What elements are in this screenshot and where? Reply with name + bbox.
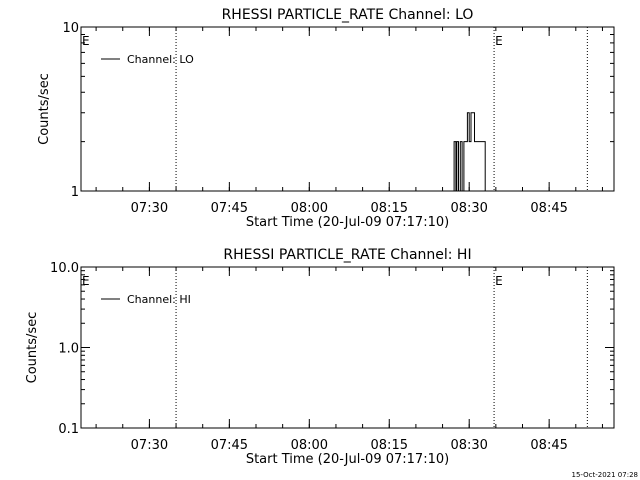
x-tick-label: 08:30 xyxy=(450,438,487,453)
x-tick-label: 07:30 xyxy=(131,438,168,453)
x-tick-label: 07:45 xyxy=(211,438,248,453)
y-axis-label: Counts/sec xyxy=(25,312,40,384)
x-tick-label: 08:15 xyxy=(371,201,408,216)
chart-title: RHESSI PARTICLE_RATE Channel: LO xyxy=(222,7,474,23)
event-marker-label: E xyxy=(82,34,90,48)
x-tick-label: 08:45 xyxy=(530,438,567,453)
x-tick-label: 08:00 xyxy=(291,201,328,216)
event-marker-label: E xyxy=(82,274,90,288)
x-tick-label: 08:00 xyxy=(291,438,328,453)
y-tick-label: 1.0 xyxy=(58,342,79,357)
footer-timestamp: 15-Oct-2021 07:28 xyxy=(571,471,638,479)
x-axis-label: Start Time (20-Jul-09 07:17:10) xyxy=(246,215,449,230)
legend-entry: Channel: HI xyxy=(127,293,191,306)
legend-entry: Channel: LO xyxy=(127,53,194,66)
event-marker-label: E xyxy=(495,34,503,48)
chart-title: RHESSI PARTICLE_RATE Channel: HI xyxy=(223,247,471,263)
y-tick-label: 10.0 xyxy=(50,261,79,276)
chart-panel-1: RHESSI PARTICLE_RATE Channel: LO 1 10 07:30… xyxy=(37,7,615,230)
chart-panel-2: RHESSI PARTICLE_RATE Channel: HI 0.1 1.0 10… xyxy=(25,247,615,467)
x-tick-label: 07:30 xyxy=(131,201,168,216)
plot-frame xyxy=(80,266,615,429)
series-line xyxy=(451,112,486,192)
y-axis-label: Counts/sec xyxy=(37,73,52,145)
y-tick-label: 10 xyxy=(62,21,79,36)
event-marker-label: E xyxy=(495,274,503,288)
plot-frame xyxy=(80,26,615,192)
x-tick-label: 08:45 xyxy=(530,201,567,216)
y-tick-label: 0.1 xyxy=(58,422,79,437)
y-tick-label: 1 xyxy=(71,185,79,200)
x-tick-label: 08:30 xyxy=(450,201,487,216)
x-tick-label: 07:45 xyxy=(211,201,248,216)
x-axis-label: Start Time (20-Jul-09 07:17:10) xyxy=(246,452,449,467)
x-tick-label: 08:15 xyxy=(371,438,408,453)
